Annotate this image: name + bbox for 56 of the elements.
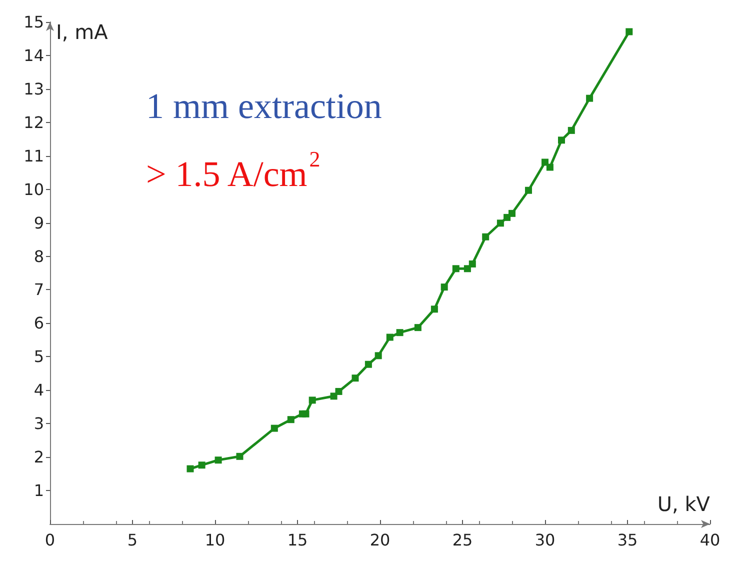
x-tick-label: 40 [700,530,720,550]
y-tick-label: 14 [24,46,44,65]
point [302,410,310,418]
y-tick-label: 13 [24,79,44,98]
y-tick-label: 7 [34,280,44,300]
point [374,352,382,360]
y-tick-label: 15 [24,12,44,32]
x-tick-label: 35 [617,530,638,550]
y-tick-label: 3 [34,414,44,434]
x-axis-title: U, kV [657,492,710,516]
annotation: 1 mm extraction [146,86,382,126]
y-tick-label: 8 [34,246,44,266]
point [452,265,460,272]
point [287,416,294,424]
point [270,424,278,432]
x-tick-label: 10 [204,530,226,550]
y-tick-label: 5 [34,347,44,366]
y-tick-label: 12 [24,112,44,132]
x-tick-label: 5 [127,530,138,550]
point [568,126,575,134]
x-tick-label: 25 [452,530,473,550]
y-tick-label: 1 [34,481,44,500]
point [335,388,342,395]
point [414,324,422,332]
point [186,465,194,472]
point [430,306,438,313]
y-axis-title: I, mA [56,20,108,44]
point [626,28,633,36]
point [586,94,594,102]
y-tick-label: 4 [34,380,44,400]
y-tick-label: 6 [34,314,44,333]
point [525,186,532,194]
point [508,210,516,217]
point [198,462,206,469]
point [236,452,244,460]
y-tick-label: 2 [34,448,44,467]
y-tick-label: 10 [24,180,44,199]
point [558,136,565,144]
point [496,220,504,227]
point [386,334,394,341]
point [468,260,476,268]
point [214,456,222,464]
x-tick-label: 30 [534,530,556,550]
point [542,158,548,166]
x-tick-label: 0 [44,530,56,550]
point [546,164,554,171]
point [352,374,359,382]
x-tick-label: 20 [370,530,390,550]
point [482,233,490,240]
point [440,284,448,291]
y-tick-label: 11 [24,146,44,166]
y-tick-label: 9 [34,213,44,232]
point [396,329,404,336]
point [308,396,316,404]
point [364,360,372,368]
x-tick-label: 15 [287,530,308,550]
